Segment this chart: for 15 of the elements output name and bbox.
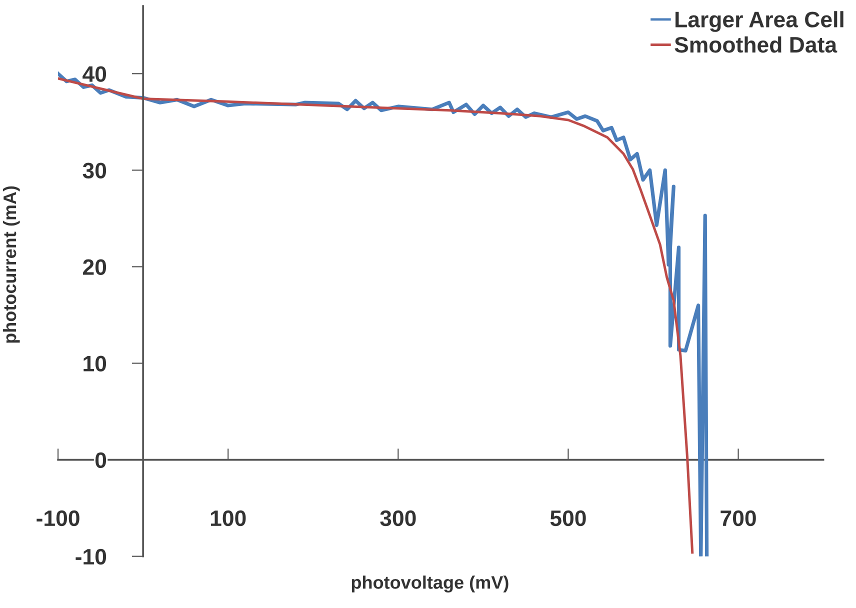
x-tick-label: 300 bbox=[380, 510, 416, 526]
legend-label: Smoothed Data bbox=[674, 36, 838, 53]
y-tick-label: 20 bbox=[83, 259, 106, 275]
x-tick-label: 500 bbox=[550, 510, 586, 526]
y-tick-label: 10 bbox=[84, 356, 106, 372]
y-tick-label: -10 bbox=[76, 548, 106, 565]
x-tick-label: -100 bbox=[36, 510, 80, 526]
y-tick-label: 30 bbox=[82, 162, 106, 178]
y-axis-title: photocurrent (mA) bbox=[2, 186, 20, 343]
x-tick-label: 100 bbox=[210, 510, 246, 526]
y-tick-label: 0 bbox=[95, 452, 106, 468]
y-tick-label: 40 bbox=[82, 66, 106, 82]
x-tick-label: 700 bbox=[720, 510, 756, 526]
legend-label: Larger Area Cell bbox=[676, 11, 844, 32]
x-axis-title: photovoltage (mV) bbox=[352, 576, 508, 592]
